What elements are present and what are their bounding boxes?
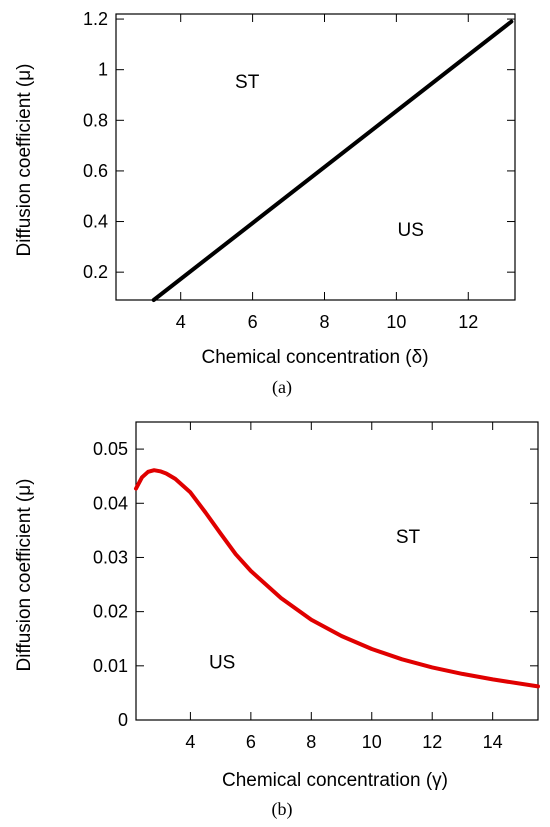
y-tick-label: 0.05 [93,439,128,459]
y-tick-label: 0 [118,710,128,730]
panel-label-b: (b) [272,799,293,820]
x-tick-label: 12 [422,732,442,752]
region-label-us: US [209,652,235,673]
series-line [151,19,514,302]
y-tick-label: 1 [98,60,108,80]
x-axis-label-a: Chemical concentration (δ) [201,347,428,368]
x-tick-label: 12 [458,312,478,332]
x-axis-label-b: Chemical concentration (γ) [222,770,448,791]
y-tick-label: 0.02 [93,602,128,622]
x-tick-label: 10 [362,732,382,752]
region-label-us: US [398,220,424,241]
region-label-st: ST [235,72,260,93]
y-axis-label-b: Diffusion coefficient (μ) [14,479,35,672]
plot-frame-b [135,421,539,721]
y-tick-label: 0.03 [93,547,128,567]
y-tick-label: 0.01 [93,656,128,676]
y-tick-label: 0.4 [83,212,108,232]
series-line [134,468,540,689]
y-axis-label-a: Diffusion coefficient (μ) [14,64,35,257]
x-tick-label: 8 [306,732,316,752]
x-tick-label: 4 [185,732,195,752]
chart-panel-a: 4 6 8 10 12 0.2 0.4 0.6 0.8 1 1.2 ST US Chemical c… [14,9,516,398]
y-tick-label: 0.04 [93,493,128,513]
y-tick-label: 0.6 [83,161,108,181]
y-tick-label: 0.2 [83,262,108,282]
y-tick-label: 0.8 [83,110,108,130]
x-tick-label: 6 [248,312,258,332]
plot-frame-a [115,13,516,301]
y-tick-label: 1.2 [83,9,108,29]
panel-label-a: (a) [272,377,292,398]
x-tick-label: 10 [386,312,406,332]
x-tick-label: 6 [246,732,256,752]
region-label-st: ST [396,527,421,548]
x-tick-label: 8 [319,312,329,332]
x-tick-label: 4 [176,312,186,332]
x-tick-label: 14 [483,732,503,752]
chart-panel-b: 4 6 8 10 12 14 0 0.01 0.02 0.03 0.04 0.05 ST US Che… [14,421,540,820]
